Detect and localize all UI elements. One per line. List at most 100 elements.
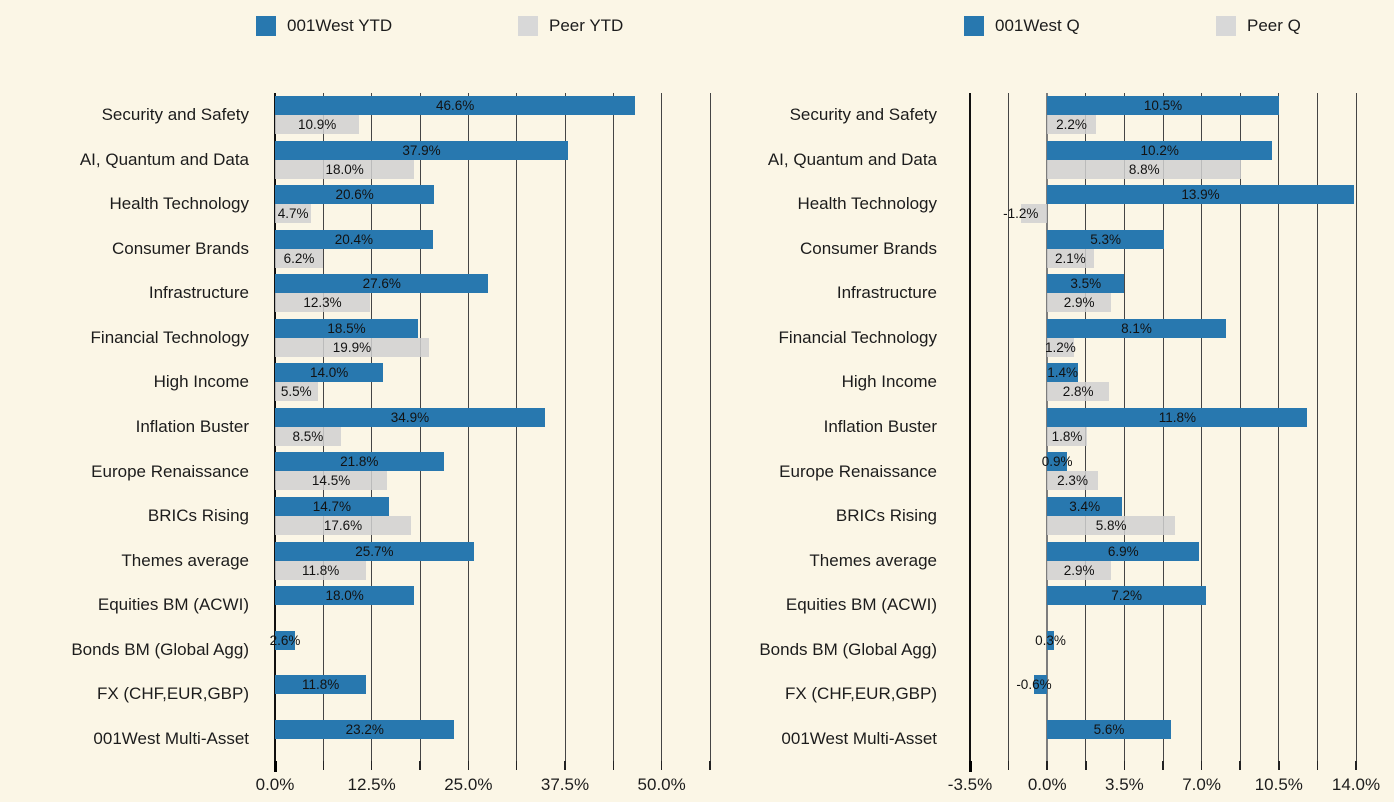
bar-group: 0.9% 2.3% bbox=[970, 449, 1356, 494]
bar-value-label: 2.9% bbox=[1063, 562, 1095, 578]
tick-mark bbox=[467, 761, 470, 770]
bar-group: 23.2% bbox=[275, 716, 710, 761]
bar-group: 14.0% 5.5% bbox=[275, 360, 710, 405]
bar-value-label: 1.4% bbox=[1047, 365, 1079, 381]
bar-value-label: 5.6% bbox=[1093, 721, 1125, 737]
bar-group: -0.6% bbox=[970, 672, 1356, 717]
bar-group: 1.4% 2.8% bbox=[970, 360, 1356, 405]
bar bbox=[275, 96, 636, 116]
bar-value-label: 34.9% bbox=[390, 409, 430, 425]
bar bbox=[275, 471, 388, 491]
tick-mark bbox=[515, 761, 518, 770]
bar-group: 8.1% 1.2% bbox=[970, 316, 1356, 361]
bar-value-label: 5.5% bbox=[280, 384, 312, 400]
legend-swatch-blue-icon bbox=[964, 16, 984, 36]
bar bbox=[275, 630, 296, 650]
bar-value-label: -0.6% bbox=[1016, 677, 1052, 693]
category-label: Europe Renaissance bbox=[779, 461, 937, 481]
bar bbox=[275, 541, 474, 561]
bar-value-label: 2.8% bbox=[1062, 384, 1094, 400]
bar-value-label: 6.2% bbox=[283, 250, 315, 266]
category-label: Consumer Brands bbox=[799, 238, 937, 258]
tick-label: 12.5% bbox=[347, 775, 396, 794]
x-axis: 0.0% 12.5% 25.0% 37.5% 50.0% bbox=[256, 761, 711, 801]
bar-value-label: 23.2% bbox=[345, 721, 384, 737]
bar-group: 27.6% 12.3% bbox=[275, 271, 710, 316]
category-label: Financial Technology bbox=[778, 327, 937, 347]
tick-mark bbox=[1085, 761, 1087, 770]
legend-item-001west-q: 001West Q bbox=[964, 14, 1080, 38]
bar bbox=[275, 382, 318, 402]
bar bbox=[1047, 426, 1087, 446]
category-axis: Security and Safety AI, Quantum and Data H… bbox=[694, 93, 950, 761]
category-label: FX (CHF,EUR,GBP) bbox=[96, 684, 249, 704]
tick-mark bbox=[322, 761, 325, 770]
category-label: FX (CHF,EUR,GBP) bbox=[784, 684, 937, 704]
bar-group: 11.8% 1.8% bbox=[970, 405, 1356, 450]
bar-group: 2.6% bbox=[270, 627, 710, 672]
tick-mark bbox=[1355, 761, 1357, 770]
category-label: High Income bbox=[841, 372, 937, 392]
bar-value-label: 7.2% bbox=[1111, 588, 1142, 604]
tick-mark bbox=[612, 761, 615, 770]
tick-label: 0.0% bbox=[255, 775, 295, 794]
category-label: Infrastructure bbox=[148, 283, 249, 303]
bar-value-label: 20.4% bbox=[334, 231, 374, 247]
bar-value-label: 14.5% bbox=[311, 473, 351, 489]
bar-group: 13.9% -1.2% bbox=[970, 182, 1356, 227]
bar-group: 10.5% 2.2% bbox=[970, 93, 1356, 138]
gridline bbox=[709, 93, 711, 761]
bar bbox=[275, 248, 323, 268]
gridline bbox=[661, 93, 663, 761]
category-label: AI, Quantum and Data bbox=[767, 149, 937, 169]
bar-value-label: 27.6% bbox=[362, 276, 401, 292]
tick-mark bbox=[274, 761, 277, 772]
bar bbox=[1047, 586, 1206, 606]
bar-value-label: 13.9% bbox=[1181, 187, 1220, 203]
bar bbox=[275, 274, 489, 294]
gridline bbox=[1239, 93, 1241, 761]
bar-value-label: 17.6% bbox=[323, 517, 363, 533]
bar-value-label: 6.9% bbox=[1107, 543, 1139, 559]
bar-value-label: 11.8% bbox=[301, 677, 340, 693]
bar-value-label: 18.0% bbox=[325, 161, 364, 177]
bar bbox=[1047, 719, 1171, 739]
tick-mark bbox=[969, 761, 972, 772]
gridline bbox=[516, 93, 518, 761]
bar bbox=[1047, 363, 1079, 383]
category-label: AI, Quantum and Data bbox=[79, 149, 249, 169]
bar bbox=[275, 337, 429, 357]
gridline bbox=[564, 93, 566, 761]
legend-label: Peer Q bbox=[1247, 16, 1301, 35]
category-label: BRICs Rising bbox=[835, 506, 937, 526]
tick-mark bbox=[1162, 761, 1164, 770]
plot-area: 10.5% 2.2% 10.2% 8.8% 13.9% -1.2% 5.3% 2.1% 3.5%… bbox=[969, 93, 1357, 761]
bar bbox=[275, 140, 569, 160]
legend-label: Peer YTD bbox=[549, 16, 624, 35]
bar-value-label: 14.0% bbox=[309, 365, 349, 381]
bar bbox=[1047, 248, 1094, 268]
bar bbox=[1047, 560, 1112, 580]
tick-mark bbox=[370, 761, 373, 770]
bar-group: 3.5% 2.9% bbox=[970, 271, 1356, 316]
bar-value-label: 37.9% bbox=[402, 142, 441, 158]
x-axis: -3.5% 0.0% 3.5% 7.0% 10.5% 14.0% bbox=[948, 761, 1380, 801]
bar-group: 6.9% 2.9% bbox=[970, 538, 1356, 583]
bar-value-label: 2.1% bbox=[1054, 250, 1086, 266]
bar bbox=[275, 560, 367, 580]
bar-value-label: 2.6% bbox=[269, 632, 301, 648]
bar bbox=[1047, 140, 1273, 160]
gridline bbox=[1201, 93, 1203, 761]
tick-label: 25.0% bbox=[444, 775, 493, 794]
bar bbox=[275, 293, 371, 313]
category-label: Security and Safety bbox=[101, 105, 249, 125]
tick-label: 10.5% bbox=[1254, 775, 1303, 794]
bar bbox=[275, 586, 415, 606]
bar-value-label: 46.6% bbox=[436, 98, 475, 114]
category-label: Bonds BM (Global Agg) bbox=[759, 639, 937, 659]
bar-value-label: 11.8% bbox=[301, 562, 340, 578]
bar bbox=[1047, 115, 1096, 135]
legend-item-001west-ytd: 001West YTD bbox=[256, 14, 392, 38]
gridline bbox=[1123, 93, 1125, 761]
